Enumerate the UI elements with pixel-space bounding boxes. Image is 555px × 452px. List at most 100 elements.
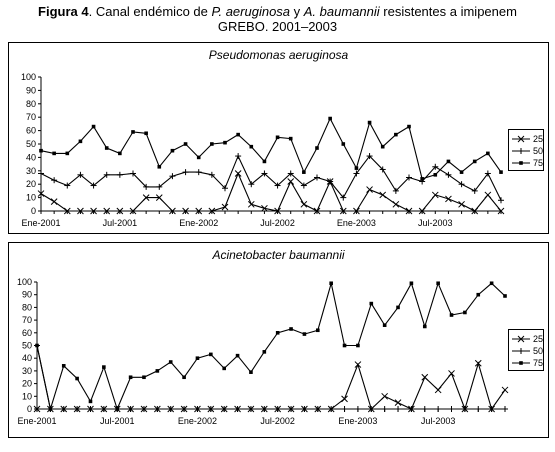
data-point (354, 166, 359, 170)
legend-swatch (512, 135, 530, 143)
caption-organism-1: P. aeruginosa (211, 4, 291, 19)
caption-line-1: Figura 4. Canal endémico de P. aeruginos… (0, 4, 555, 19)
data-point (405, 207, 413, 215)
data-point (104, 146, 109, 150)
data-point (433, 173, 438, 177)
data-point (115, 407, 120, 411)
data-point (315, 146, 319, 150)
x-tick-label: Ene-2001 (21, 218, 60, 228)
data-point (33, 405, 41, 413)
y-tick-label: 100 (21, 72, 36, 82)
data-point (302, 332, 307, 336)
data-point (379, 191, 387, 199)
y-tick-label: 0 (27, 404, 32, 414)
data-point (484, 191, 492, 199)
y-tick-label: 60 (26, 126, 36, 136)
data-point (88, 399, 93, 404)
legend-swatch (512, 148, 530, 154)
data-point (235, 353, 240, 358)
data-point (366, 186, 373, 193)
data-point (486, 151, 490, 156)
legend-item: 25 (509, 133, 543, 145)
y-tick-label: 80 (26, 99, 36, 109)
y-tick-label: 30 (26, 166, 36, 176)
data-point (129, 207, 137, 215)
data-point (183, 142, 188, 146)
legend-swatch-marker (519, 161, 523, 165)
series-line-75 (36, 281, 506, 412)
data-point (471, 207, 479, 215)
data-point (316, 328, 320, 333)
legend-item: 50 (509, 345, 543, 357)
data-point (313, 207, 321, 215)
data-point (394, 399, 402, 407)
chart-legend: 25 50 75 (508, 129, 544, 171)
y-tick-label: 70 (22, 315, 32, 325)
data-point (289, 327, 293, 331)
data-point (208, 207, 216, 215)
data-point (91, 124, 96, 129)
legend-label: 25 (533, 134, 544, 144)
legend-item: 75 (509, 157, 543, 169)
legend-swatch (512, 361, 530, 365)
y-tick-label: 40 (22, 353, 32, 363)
data-point (380, 144, 385, 149)
data-point (155, 369, 160, 373)
data-point (497, 207, 505, 215)
data-point (196, 155, 201, 160)
legend-label: 50 (533, 346, 544, 356)
data-point (381, 392, 389, 400)
legend-label: 75 (533, 358, 544, 368)
legend-item: 50 (509, 145, 543, 157)
legend-label: 25 (533, 334, 544, 344)
data-point (472, 159, 477, 164)
data-point (142, 375, 146, 380)
data-point (61, 364, 66, 368)
series-line-25 (37, 361, 506, 411)
data-point (449, 313, 454, 317)
chart-panel-acinetobacter: Acinetobacter baumannii 0 10 20 30 40 50 60 70 8… (8, 242, 549, 438)
data-point (195, 356, 200, 360)
data-point (409, 281, 414, 286)
data-point (354, 361, 362, 368)
y-tick-label: 10 (26, 193, 36, 203)
data-point (116, 207, 124, 215)
data-point (261, 204, 268, 212)
y-tick-label: 90 (26, 85, 36, 95)
data-point (367, 120, 372, 125)
x-tick-label: Jul-2002 (260, 416, 295, 426)
data-point (128, 375, 133, 380)
y-tick-label: 50 (22, 341, 32, 351)
data-point (436, 281, 440, 286)
legend-swatch (512, 348, 530, 354)
caption-text-a: . Canal endémico de (88, 4, 212, 19)
data-point (431, 191, 439, 199)
caption-text-c: resistentes a imipenem (379, 4, 517, 19)
data-point (396, 305, 400, 310)
chart-legend: 25 50 75 (508, 329, 544, 371)
series-line-50 (40, 154, 502, 201)
x-tick-label: Jul-2003 (418, 218, 453, 228)
legend-swatch (512, 335, 530, 343)
data-point (302, 170, 306, 174)
caption-text-b: y (290, 4, 304, 19)
data-point (434, 386, 442, 394)
data-point (182, 375, 186, 380)
y-tick-label: 20 (26, 179, 36, 189)
data-point (329, 281, 333, 286)
data-point (287, 178, 295, 185)
y-tick-label: 100 (17, 277, 32, 287)
data-point (52, 151, 56, 156)
y-tick-label: 40 (26, 152, 36, 162)
data-point (499, 170, 503, 174)
y-tick-label: 90 (22, 290, 32, 300)
data-point (249, 144, 254, 149)
data-point (223, 140, 227, 145)
chart-title: Pseudomonas aeruginosa (208, 48, 349, 62)
x-tick-label: Jul-2002 (260, 218, 295, 228)
data-point (262, 159, 267, 164)
legend-item: 25 (509, 333, 543, 345)
data-point (328, 116, 332, 121)
y-tick-label: 50 (26, 139, 36, 149)
data-point (234, 170, 242, 177)
